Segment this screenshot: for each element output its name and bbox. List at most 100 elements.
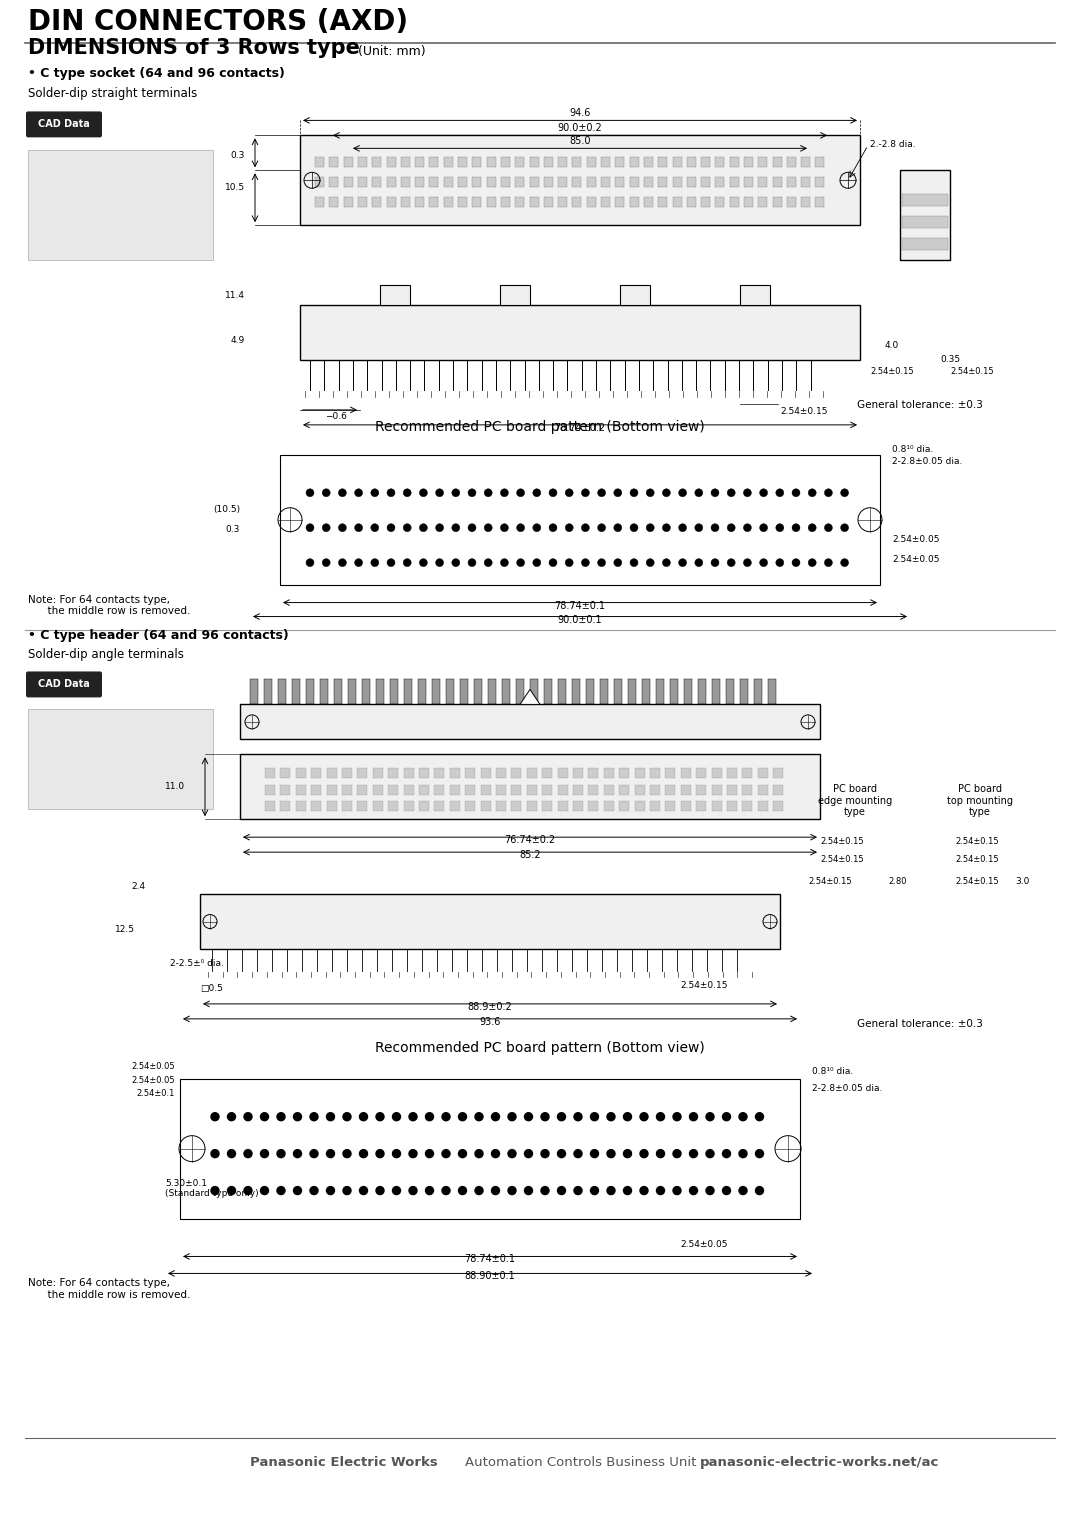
Circle shape	[549, 524, 557, 532]
Bar	[900, 170, 950, 260]
Circle shape	[557, 1112, 566, 1120]
Bar	[744, 197, 753, 208]
Bar	[754, 680, 762, 704]
Bar	[815, 157, 824, 167]
Text: Recommended PC board pattern (Bottom view): Recommended PC board pattern (Bottom vie…	[375, 1041, 705, 1054]
Text: PC board
top mounting
type: PC board top mounting type	[947, 784, 1013, 817]
Circle shape	[808, 559, 816, 567]
Bar	[544, 680, 552, 704]
Bar	[306, 680, 314, 704]
Bar	[240, 704, 820, 740]
Bar	[472, 157, 482, 167]
Bar	[586, 157, 596, 167]
Bar	[502, 680, 510, 704]
Bar	[573, 769, 583, 778]
Circle shape	[435, 559, 444, 567]
Circle shape	[426, 1112, 433, 1120]
Bar	[343, 157, 352, 167]
Bar	[627, 680, 636, 704]
Text: Automation Controls Business Unit: Automation Controls Business Unit	[465, 1456, 697, 1468]
Circle shape	[442, 1149, 450, 1158]
Bar	[342, 801, 352, 811]
Circle shape	[739, 1112, 747, 1120]
Bar	[529, 157, 539, 167]
Bar	[758, 157, 767, 167]
Text: Panasonic Electric Works: Panasonic Electric Works	[249, 1456, 437, 1468]
Circle shape	[260, 1112, 269, 1120]
Bar	[388, 801, 399, 811]
Bar	[758, 197, 767, 208]
Circle shape	[549, 489, 557, 497]
Bar	[465, 769, 475, 778]
Text: 2.54±0.15: 2.54±0.15	[870, 367, 914, 376]
Text: 2.80: 2.80	[888, 877, 906, 886]
Bar	[744, 177, 753, 188]
Text: General tolerance: ±0.3: General tolerance: ±0.3	[858, 400, 983, 410]
Circle shape	[468, 524, 476, 532]
Circle shape	[597, 489, 606, 497]
Bar	[680, 785, 691, 795]
Circle shape	[419, 524, 428, 532]
Bar	[481, 801, 490, 811]
Bar	[558, 197, 567, 208]
Circle shape	[673, 1187, 681, 1195]
Circle shape	[525, 1187, 532, 1195]
Bar	[387, 197, 395, 208]
Text: Solder-dip angle terminals: Solder-dip angle terminals	[28, 648, 184, 662]
Bar	[512, 785, 522, 795]
Circle shape	[630, 489, 638, 497]
Circle shape	[549, 559, 557, 567]
Circle shape	[392, 1112, 401, 1120]
Text: 88.90±0.1: 88.90±0.1	[464, 1271, 515, 1282]
Circle shape	[360, 1187, 367, 1195]
Circle shape	[581, 524, 590, 532]
Circle shape	[525, 1112, 532, 1120]
Bar	[373, 801, 382, 811]
Circle shape	[840, 559, 849, 567]
Bar	[458, 177, 467, 188]
Text: 11.0: 11.0	[165, 782, 185, 792]
Bar	[701, 177, 711, 188]
Circle shape	[500, 524, 509, 532]
Bar	[527, 785, 537, 795]
Bar	[619, 801, 630, 811]
Circle shape	[260, 1187, 269, 1195]
Text: • C type socket (64 and 96 contacts): • C type socket (64 and 96 contacts)	[28, 67, 285, 81]
Circle shape	[597, 524, 606, 532]
Bar	[281, 769, 291, 778]
Circle shape	[387, 489, 395, 497]
Bar	[758, 801, 768, 811]
Bar	[380, 286, 410, 306]
Circle shape	[756, 1187, 764, 1195]
Bar	[665, 785, 675, 795]
Circle shape	[326, 1112, 335, 1120]
Circle shape	[640, 1187, 648, 1195]
Circle shape	[354, 524, 363, 532]
Bar	[772, 177, 782, 188]
Bar	[329, 157, 338, 167]
FancyBboxPatch shape	[28, 709, 213, 810]
Circle shape	[244, 1112, 252, 1120]
Bar	[701, 197, 711, 208]
Text: (10.5): (10.5)	[213, 506, 240, 515]
Bar	[280, 455, 880, 585]
Circle shape	[459, 1112, 467, 1120]
Bar	[573, 801, 583, 811]
Bar	[373, 157, 381, 167]
Circle shape	[322, 524, 330, 532]
Bar	[496, 801, 507, 811]
Text: 4.9: 4.9	[231, 336, 245, 344]
Bar	[572, 177, 581, 188]
Circle shape	[573, 1149, 582, 1158]
Bar	[715, 177, 725, 188]
Circle shape	[376, 1149, 384, 1158]
Bar	[680, 769, 691, 778]
Text: 90.0±0.2: 90.0±0.2	[557, 124, 603, 133]
Bar	[740, 286, 770, 306]
Circle shape	[640, 1149, 648, 1158]
Circle shape	[310, 1187, 318, 1195]
Bar	[357, 801, 367, 811]
Bar	[357, 157, 367, 167]
Circle shape	[484, 489, 492, 497]
Bar	[404, 785, 414, 795]
